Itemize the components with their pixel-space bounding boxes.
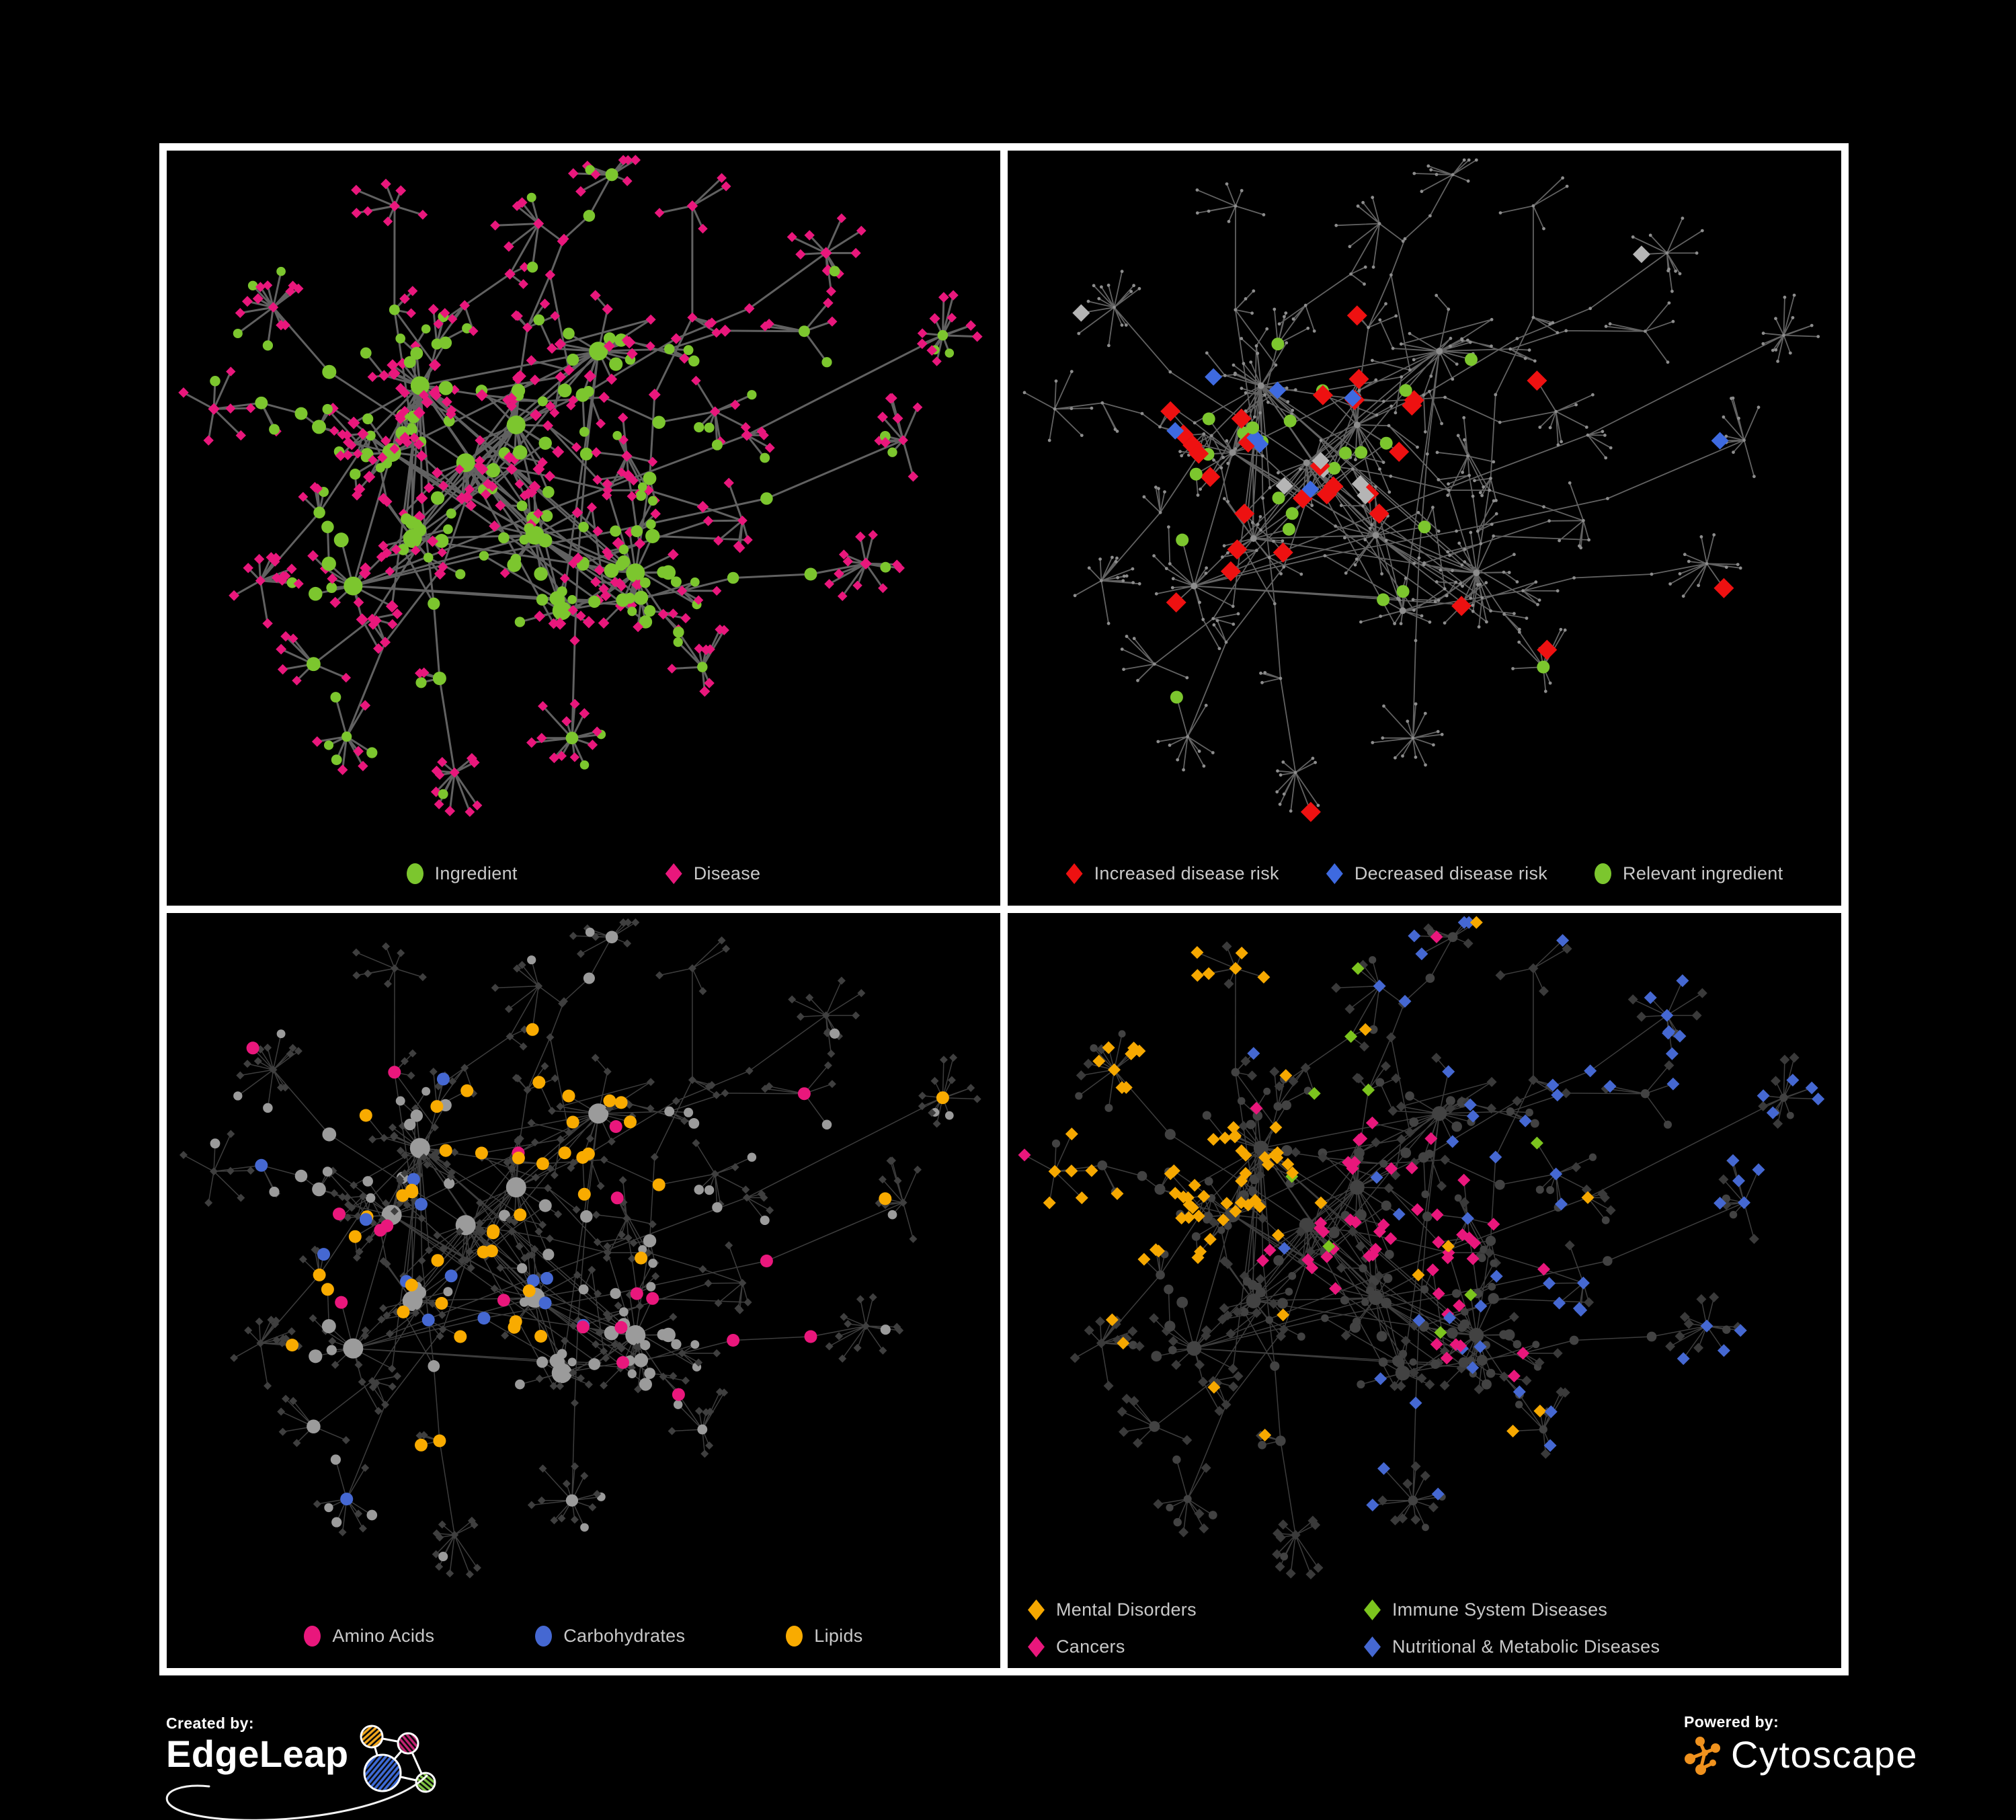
panel-ingredient-disease: Ingredient Disease: [159, 143, 1008, 913]
legend-label: Lipids: [814, 1626, 863, 1646]
legend-label: Carbohydrates: [563, 1626, 686, 1646]
lipids-circle-icon: [786, 1626, 803, 1647]
legend-item-increased-risk: Increased disease risk: [1065, 863, 1279, 884]
panel-ingredient-classes: Amino Acids Carbohydrates Lipids: [159, 906, 1008, 1675]
cytoscape-wordmark: Cytoscape: [1731, 1733, 1919, 1776]
network-graph-ingredient-disease: [178, 155, 983, 818]
legend-label: Ingredient: [434, 863, 518, 883]
legend-item-decreased-risk: Decreased disease risk: [1326, 863, 1547, 884]
legend-item-ingredient: Ingredient: [406, 863, 518, 884]
legend-label: Mental Disorders: [1056, 1599, 1197, 1620]
amino-acids-circle-icon: [304, 1626, 321, 1647]
powered-by-label: Powered by:: [1684, 1713, 1779, 1731]
edges-layer: [183, 922, 978, 1575]
legend-label: Decreased disease risk: [1354, 863, 1548, 883]
legend-label: Increased disease risk: [1094, 863, 1279, 883]
highlight-nodes-layer: [246, 1023, 949, 1506]
legend-label: Cancers: [1056, 1636, 1125, 1657]
nodes-layer: [1022, 158, 1820, 813]
carbohydrates-circle-icon: [535, 1626, 553, 1647]
legend-item-immune-diseases: Immune System Diseases: [1364, 1599, 1821, 1620]
legend-disease-risk: Increased disease risk Decreased disease…: [1008, 863, 1841, 884]
legend-item-lipids: Lipids: [786, 1626, 862, 1647]
nodes-layer: [178, 155, 983, 818]
legend-label: Relevant ingredient: [1623, 863, 1783, 883]
edges-layer: [1024, 159, 1819, 813]
legend-ingredient-classes: Amino Acids Carbohydrates Lipids: [167, 1626, 1000, 1647]
cytoscape-logo: Powered by: Cytosc: [1684, 1713, 1918, 1776]
legend-item-disease: Disease: [665, 863, 761, 884]
nutritional-metabolic-diamond-icon: [1364, 1636, 1381, 1657]
edgeleap-network-icon: [360, 1725, 436, 1793]
highlight-nodes-layer: [1072, 245, 1734, 822]
panel-disease-risk: Increased disease risk Decreased disease…: [1000, 143, 1849, 913]
network-graph-ingredient-classes: [179, 918, 981, 1579]
nodes-layer: [179, 918, 981, 1579]
legend-label: Immune System Diseases: [1392, 1599, 1608, 1620]
cytoscape-network-icon: [1685, 1736, 1720, 1775]
legend-item-relevant-ingredient: Relevant ingredient: [1595, 863, 1783, 884]
created-by-label: Created by:: [166, 1714, 254, 1732]
legend-ingredient-disease: Ingredient Disease: [167, 863, 1000, 884]
legend-item-cancers: Cancers: [1028, 1636, 1364, 1657]
edgeleap-logo: Created by: EdgeLeap: [165, 1714, 447, 1820]
immune-diseases-diamond-icon: [1364, 1599, 1381, 1620]
legend-label: Disease: [693, 863, 761, 883]
disease-diamond-icon: [665, 863, 682, 884]
network-graph-disease-risk: [1022, 158, 1820, 822]
panel-disease-classes: Mental Disorders Immune System Diseases …: [1000, 906, 1849, 1675]
legend-item-carbohydrates: Carbohydrates: [535, 1626, 685, 1647]
legend-label: Amino Acids: [332, 1626, 435, 1646]
highlight-nodes-layer: [1018, 916, 1825, 1511]
legend-item-nutritional-metabolic: Nutritional & Metabolic Diseases: [1364, 1636, 1821, 1657]
relevant-ingredient-circle-icon: [1595, 863, 1612, 884]
legend-disease-classes: Mental Disorders Immune System Diseases …: [1008, 1599, 1841, 1657]
cancers-diamond-icon: [1028, 1636, 1045, 1657]
decreased-risk-diamond-icon: [1326, 863, 1343, 884]
ingredient-circle-icon: [406, 863, 424, 884]
network-graph-disease-classes: [1018, 916, 1825, 1580]
legend-item-amino-acids: Amino Acids: [304, 1626, 434, 1647]
increased-risk-diamond-icon: [1065, 863, 1083, 884]
edgeleap-wordmark: EdgeLeap: [166, 1733, 349, 1775]
legend-item-mental-disorders: Mental Disorders: [1028, 1599, 1364, 1620]
mental-disorders-diamond-icon: [1028, 1599, 1045, 1620]
nodes-layer: [1051, 923, 1800, 1580]
legend-label: Nutritional & Metabolic Diseases: [1392, 1636, 1660, 1657]
